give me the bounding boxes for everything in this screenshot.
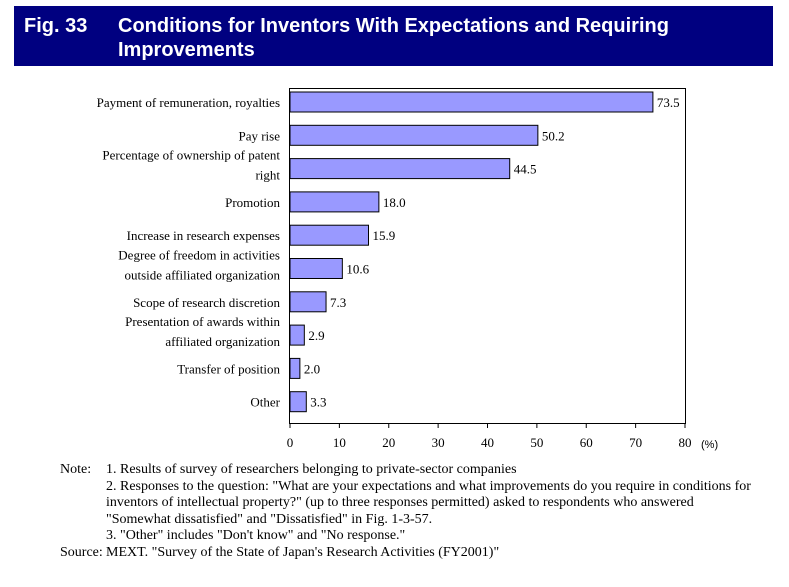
x-tick-label: 20 xyxy=(382,435,395,450)
bar xyxy=(289,224,370,246)
note-2: 2. Responses to the question: "What are … xyxy=(60,479,756,529)
x-tick-label: 10 xyxy=(333,435,346,450)
category-label: Payment of remuneration, royalties xyxy=(97,95,280,110)
source-label: Source: xyxy=(60,544,103,560)
data-label: 73.5 xyxy=(657,95,680,110)
category-label: Pay rise xyxy=(238,128,280,143)
x-tick-label: 70 xyxy=(629,435,642,450)
bar xyxy=(289,158,511,180)
category-label: Scope of research discretion xyxy=(133,295,280,310)
category-label: Transfer of position xyxy=(177,361,280,376)
category-label: right xyxy=(255,168,280,183)
data-label: 10.6 xyxy=(346,262,369,277)
note-2-text: 2. Responses to the question: "What are … xyxy=(106,478,751,527)
category-label: Other xyxy=(250,395,280,410)
data-label: 3.3 xyxy=(310,395,326,410)
x-tick-label: 80 xyxy=(679,435,692,450)
category-label: Percentage of ownership of patent xyxy=(102,148,280,163)
category-label: Presentation of awards within xyxy=(125,314,280,329)
data-label: 44.5 xyxy=(514,162,537,177)
x-tick-label: 30 xyxy=(432,435,445,450)
bar xyxy=(289,124,539,146)
note-3-text: 3. "Other" includes "Don't know" and "No… xyxy=(106,528,406,543)
figure-title-bar: Fig. 33 Conditions for Inventors With Ex… xyxy=(14,6,773,66)
x-tick-label: 50 xyxy=(530,435,543,450)
x-tick-label: 60 xyxy=(580,435,593,450)
note-3: 3. "Other" includes "Don't know" and "No… xyxy=(60,528,756,545)
figure-title: Conditions for Inventors With Expectatio… xyxy=(118,15,669,61)
bar xyxy=(289,191,380,213)
category-label: Promotion xyxy=(225,195,280,210)
category-label: Degree of freedom in activities xyxy=(118,248,280,263)
data-label: 2.9 xyxy=(308,328,324,343)
category-label: Increase in research expenses xyxy=(127,228,280,243)
data-label: 7.3 xyxy=(330,295,346,310)
data-label: 50.2 xyxy=(542,128,565,143)
bar xyxy=(289,391,307,413)
data-label: 15.9 xyxy=(373,228,396,243)
source-text: MEXT. "Survey of the State of Japan's Re… xyxy=(106,544,500,560)
note-label: Note: xyxy=(60,462,92,477)
category-label: outside affiliated organization xyxy=(125,268,281,283)
category-label: affiliated organization xyxy=(165,334,280,349)
bar xyxy=(289,291,327,313)
bar xyxy=(289,324,305,346)
data-label: 2.0 xyxy=(304,361,320,376)
x-tick-label: 40 xyxy=(481,435,494,450)
bar xyxy=(289,258,343,279)
figure-number: Fig. 33 xyxy=(24,15,88,37)
notes-section: Note: 1. Results of survey of researcher… xyxy=(60,462,756,561)
note-1: Note: 1. Results of survey of researcher… xyxy=(60,462,756,479)
bar xyxy=(289,357,301,379)
note-1-text: 1. Results of survey of researchers belo… xyxy=(106,462,517,477)
x-tick-label: 0 xyxy=(287,435,294,450)
source-row: Source: MEXT. "Survey of the State of Ja… xyxy=(60,545,756,562)
bar xyxy=(289,91,654,113)
data-label: 18.0 xyxy=(383,195,406,210)
x-unit-label: (%) xyxy=(701,439,718,451)
